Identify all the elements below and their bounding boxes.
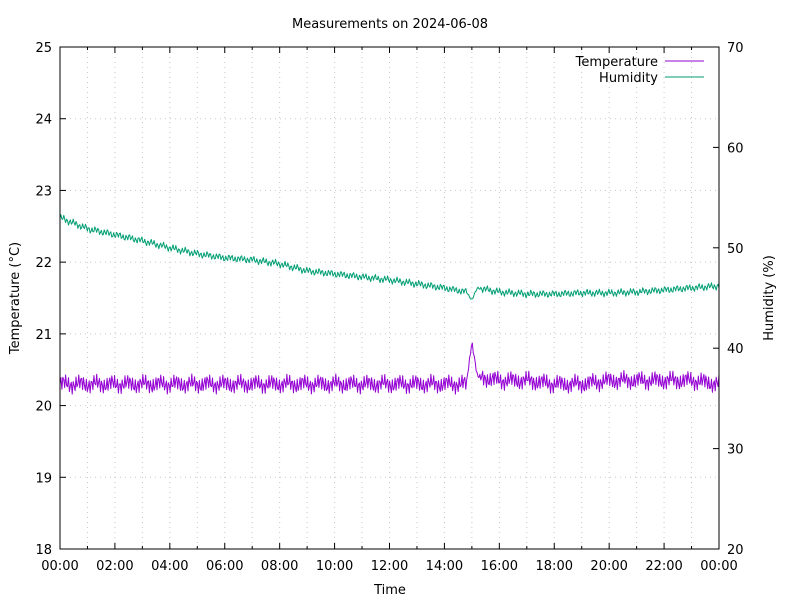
y2-tick-labels: 20 30 40 50 60 70 (727, 41, 744, 558)
x-tick-label: 08:00 (261, 559, 298, 574)
y-tick-label: 23 (35, 184, 52, 199)
x-tick-label: 10:00 (316, 559, 353, 574)
y2-tick-label: 70 (727, 41, 744, 56)
y-tick-label: 25 (35, 41, 52, 56)
y-tick-label: 18 (35, 543, 52, 558)
x-tick-label: 20:00 (590, 559, 627, 574)
x-tick-label: 16:00 (481, 559, 518, 574)
x-tick-label: 18:00 (536, 559, 573, 574)
y-tick-label: 19 (35, 471, 52, 486)
x-tick-label: 14:00 (426, 559, 463, 574)
x-tick-label: 06:00 (206, 559, 243, 574)
x-tick-labels: 00:00 02:00 04:00 06:00 08:00 10:00 12:00 14:00… (41, 559, 737, 574)
x-tick-label: 04:00 (151, 559, 188, 574)
y2-tick-label: 40 (727, 342, 744, 357)
y2-tick-label: 30 (727, 443, 744, 458)
x-axis-title: Time (373, 583, 406, 598)
x-tick-label: 12:00 (371, 559, 408, 574)
y2-tick-label: 60 (727, 141, 744, 156)
series-line-humidity (59, 214, 720, 300)
y-tick-labels: 18 19 20 21 22 23 24 25 (35, 41, 52, 558)
legend-label-temperature: Temperature (575, 55, 658, 70)
y-tick-label: 24 (35, 113, 52, 128)
y2-tick-label: 50 (727, 242, 744, 257)
x-tick-label: 00:00 (41, 559, 78, 574)
y2-tick-label: 20 (727, 543, 744, 558)
series-line-temperature (59, 342, 720, 395)
y-tick-label: 20 (35, 400, 52, 415)
y2-axis-title: Humidity (%) (762, 255, 777, 341)
series-layer (59, 214, 720, 395)
chart-title: Measurements on 2024-06-08 (292, 17, 488, 32)
x-tick-label: 00:00 (700, 559, 737, 574)
y-axis-title: Temperature (°C) (8, 242, 23, 355)
x-tick-label: 22:00 (645, 559, 682, 574)
ticks (59, 46, 720, 550)
y-tick-label: 22 (35, 256, 52, 271)
legend: Temperature Humidity (575, 55, 704, 86)
x-tick-label: 02:00 (96, 559, 133, 574)
y-tick-label: 21 (35, 328, 52, 343)
legend-label-humidity: Humidity (599, 71, 658, 86)
grid (60, 47, 719, 549)
